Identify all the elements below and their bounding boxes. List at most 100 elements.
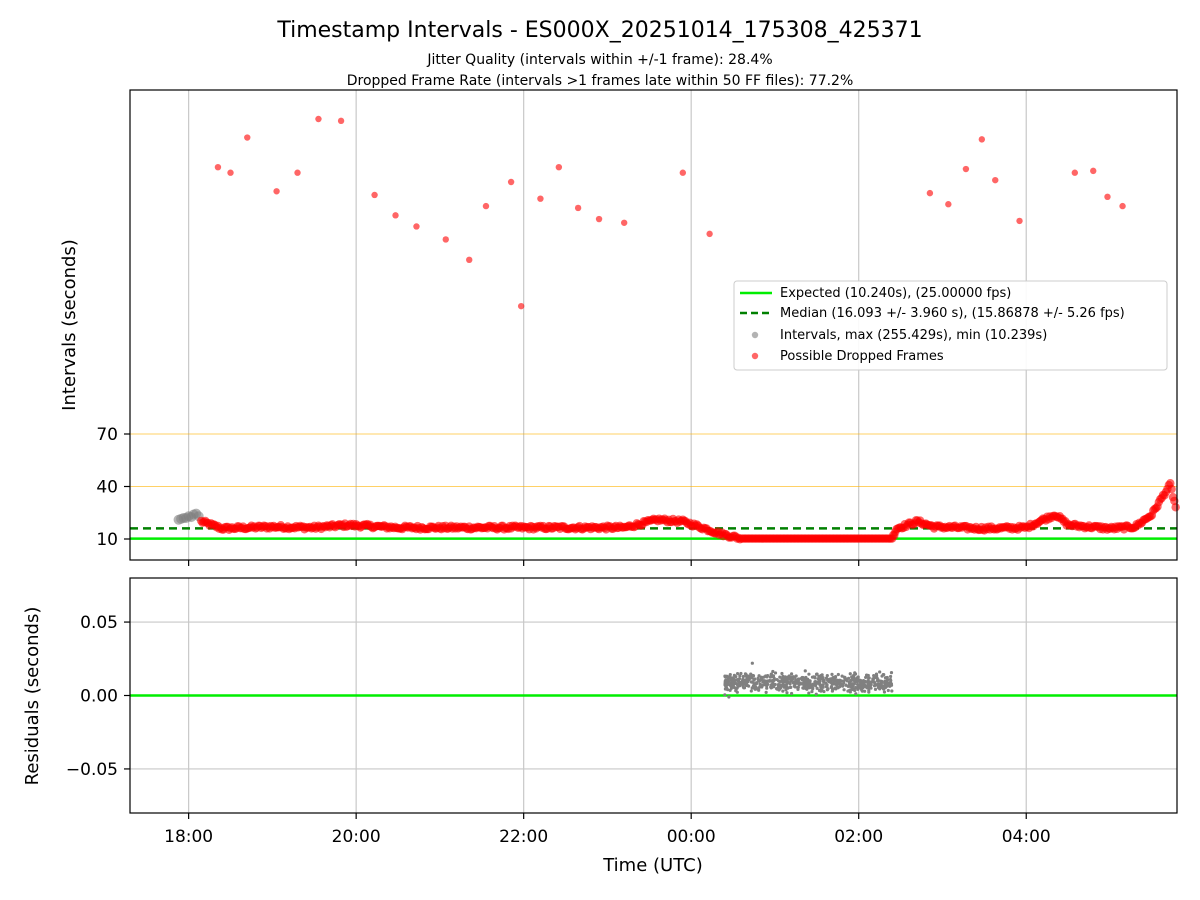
top-ytick-label-0: 10 xyxy=(96,530,118,550)
residual-point xyxy=(761,680,765,684)
residual-point xyxy=(886,688,890,693)
residual-point xyxy=(757,674,761,678)
legend: Expected (10.240s), (25.00000 fps) Media… xyxy=(733,280,1168,371)
residual-point xyxy=(725,675,730,679)
residual-point xyxy=(772,678,776,682)
residual-point xyxy=(870,680,874,684)
residual-point xyxy=(852,682,856,686)
residual-point xyxy=(764,674,768,678)
legend-median-label: Median (16.093 +/- 3.960 s), (15.86878 +… xyxy=(780,306,1125,321)
bottom-xtick-label-2: 22:00 xyxy=(499,827,548,847)
residual-point xyxy=(762,683,767,687)
residual-point xyxy=(832,682,836,686)
chart-subtitle-dropped: Dropped Frame Rate (intervals >1 frames … xyxy=(347,73,854,89)
legend-intervals-swatch xyxy=(751,331,759,339)
residual-point xyxy=(792,680,796,684)
residual-point xyxy=(856,687,860,691)
dropped-frame-outlier xyxy=(442,236,449,243)
residual-point xyxy=(830,672,834,676)
bottom-xtick-label-5: 04:00 xyxy=(1002,827,1051,847)
residual-point xyxy=(850,677,854,681)
residual-point xyxy=(728,688,732,692)
residual-point xyxy=(775,677,779,682)
residual-point xyxy=(888,674,893,679)
residual-point xyxy=(787,674,791,678)
residual-point xyxy=(780,671,784,676)
residual-point xyxy=(778,675,782,679)
residual-point xyxy=(773,682,777,687)
dropped-frame-outlier xyxy=(945,201,952,208)
residual-point xyxy=(741,674,745,679)
residual-point xyxy=(798,681,802,685)
top-y-axis-label: Intervals (seconds) xyxy=(59,239,80,411)
residual-point xyxy=(765,686,769,690)
dropped-frame-outlier xyxy=(1104,193,1111,201)
residual-point xyxy=(789,678,793,682)
residual-point xyxy=(778,687,782,691)
bottom-xtick-label-3: 00:00 xyxy=(667,827,716,847)
residual-point xyxy=(807,672,811,676)
residual-point xyxy=(813,676,817,680)
residual-point xyxy=(873,687,878,691)
residual-point xyxy=(866,676,871,680)
residual-point xyxy=(802,683,806,687)
residual-point xyxy=(778,683,782,687)
residual-point xyxy=(754,685,758,689)
residual-point xyxy=(826,687,830,691)
residual-point xyxy=(848,672,852,676)
bottom-y-axis-label: Residuals (seconds) xyxy=(22,607,43,786)
residual-point xyxy=(807,691,811,695)
residual-point xyxy=(789,672,794,676)
dropped-frame-point xyxy=(1171,503,1180,512)
residual-point xyxy=(764,679,768,683)
dropped-frame-outlier xyxy=(371,191,378,199)
residual-point xyxy=(885,675,889,680)
residual-point xyxy=(814,672,819,676)
dropped-frame-outlier xyxy=(244,134,251,141)
residual-point xyxy=(847,676,851,680)
residual-point xyxy=(745,675,749,679)
residual-point xyxy=(833,686,837,690)
residual-point xyxy=(815,686,819,690)
residual-point xyxy=(802,686,806,690)
residual-point xyxy=(848,680,852,684)
dropped-frame-outlier xyxy=(555,163,563,171)
residual-point xyxy=(781,689,785,693)
residual-point xyxy=(785,685,789,689)
top-ytick-label-1: 40 xyxy=(96,478,118,498)
residual-point xyxy=(755,681,759,686)
residual-point xyxy=(785,691,789,695)
residual-point xyxy=(807,681,811,685)
residual-point xyxy=(739,671,743,676)
dropped-frame-outlier xyxy=(413,223,420,230)
residual-point xyxy=(793,675,797,679)
dropped-frame-point xyxy=(1167,484,1176,494)
bottom-xtick-label-0: 18:00 xyxy=(164,827,213,847)
residual-point xyxy=(723,674,727,678)
residual-point xyxy=(881,672,885,677)
residual-point xyxy=(734,688,738,692)
residual-point xyxy=(879,682,883,686)
residual-point xyxy=(769,672,773,676)
residual-point xyxy=(759,675,764,679)
dropped-frame-outlier xyxy=(517,302,525,310)
dropped-frame-outlier xyxy=(466,256,473,264)
bottom-xtick-label-4: 02:00 xyxy=(834,827,883,847)
residual-point xyxy=(866,673,870,678)
residual-point xyxy=(825,683,829,687)
residual-point xyxy=(794,678,798,682)
residual-point xyxy=(863,689,867,693)
dropped-frame-outlier xyxy=(595,215,603,223)
residual-point xyxy=(863,685,867,689)
residual-point xyxy=(778,680,782,684)
residual-point xyxy=(860,689,864,693)
dropped-frame-outlier xyxy=(926,189,934,197)
residual-point xyxy=(738,674,742,678)
residual-point xyxy=(885,682,890,686)
residual-point xyxy=(731,685,735,689)
residual-point xyxy=(771,669,775,674)
residual-point xyxy=(742,686,747,690)
residual-point xyxy=(723,681,727,685)
residual-point xyxy=(851,673,856,678)
residual-point xyxy=(749,674,754,678)
